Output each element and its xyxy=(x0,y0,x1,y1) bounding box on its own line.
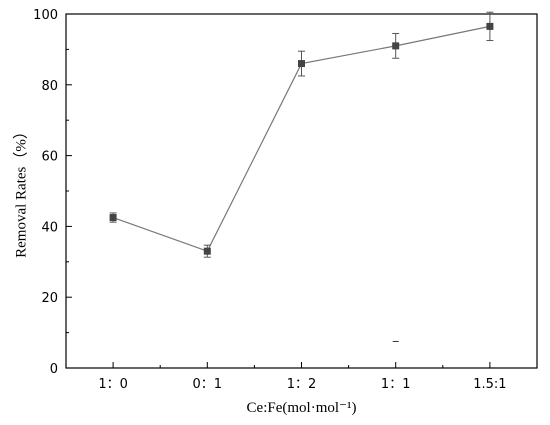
y-tick-label: 20 xyxy=(41,291,58,306)
axes: 0 20 40 60 80 100 1：0 0：1 1：2 1：1 1.5:1 xyxy=(33,8,538,392)
x-tick-label: 1：0 xyxy=(98,377,128,392)
x-tick-label: 1：1 xyxy=(381,377,411,392)
data-point xyxy=(298,60,305,68)
y-tick-label: 40 xyxy=(41,220,58,235)
data-point xyxy=(203,247,211,255)
x-axis-label: Ce:Fe(mol·mol⁻¹) xyxy=(247,400,357,416)
data-series xyxy=(109,11,494,342)
y-tick-label: 80 xyxy=(41,79,58,94)
y-tick-label: 100 xyxy=(33,8,58,23)
data-point xyxy=(109,214,117,222)
y-tick-label: 0 xyxy=(50,362,58,377)
y-tick-label: 60 xyxy=(41,150,58,165)
data-point xyxy=(486,22,494,30)
x-tick-label: 1：2 xyxy=(287,377,317,392)
data-point xyxy=(392,42,400,50)
y-axis-label: Removal Rates（%） xyxy=(12,124,29,258)
x-tick-label: 1.5:1 xyxy=(473,377,506,392)
x-tick-label: 0：1 xyxy=(193,377,223,392)
